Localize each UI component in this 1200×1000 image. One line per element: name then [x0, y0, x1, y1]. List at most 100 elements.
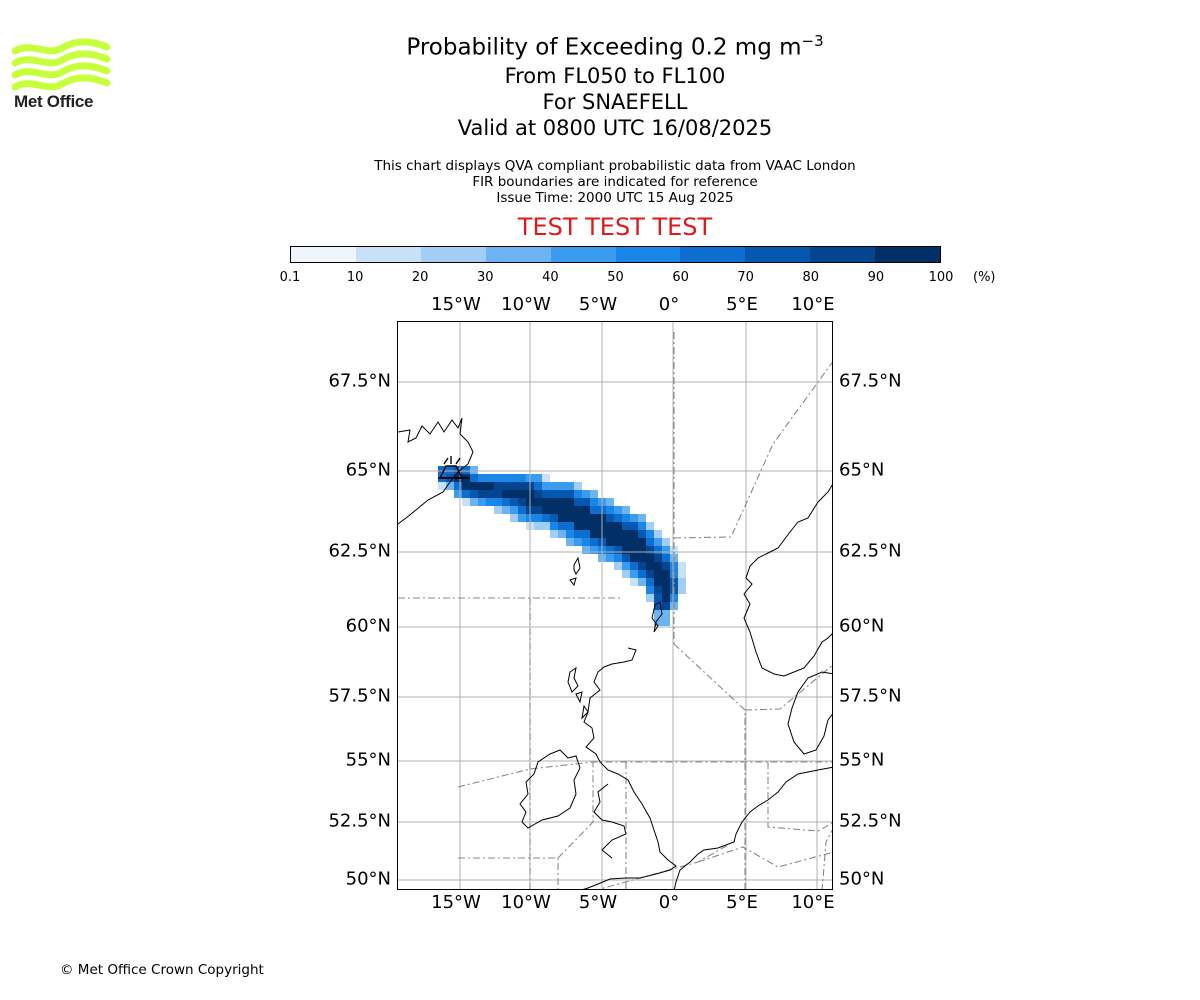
- colorbar-segment: [745, 247, 811, 262]
- colorbar-unit: (%): [973, 270, 996, 285]
- plume-cell: [590, 546, 598, 554]
- plume-cell: [638, 554, 646, 562]
- plume-cell: [654, 602, 662, 610]
- longitude-label-top: 10°W: [501, 294, 551, 315]
- plume-cell: [582, 506, 590, 514]
- plume-cell: [654, 586, 662, 594]
- chart-subtitle: This chart displays QVA compliant probab…: [300, 158, 930, 206]
- plume-cell: [550, 522, 558, 530]
- colorbar-tick-label: 0.1: [279, 270, 301, 285]
- fir-boundary: [697, 846, 832, 868]
- plume-cell: [542, 498, 550, 506]
- plume-cell: [654, 594, 662, 602]
- plume-cell: [646, 586, 654, 594]
- plume-cell: [662, 570, 670, 578]
- plume-cell: [630, 570, 638, 578]
- coastline-faroe: [569, 556, 581, 587]
- longitude-label-bottom: 5°E: [726, 892, 758, 913]
- plume-cell: [646, 546, 654, 554]
- plume-cell: [606, 546, 614, 554]
- volcano-icon: [438, 456, 470, 479]
- plume-cell: [606, 538, 614, 546]
- logo-wave: [12, 62, 111, 79]
- plume-cell: [502, 474, 510, 482]
- plume-cell: [662, 578, 670, 586]
- latitude-label-right: 62.5°N: [839, 540, 902, 562]
- longitude-label-bottom: 10°E: [791, 892, 835, 913]
- plume-cell: [534, 482, 542, 490]
- latitude-label-right: 57.5°N: [839, 685, 902, 707]
- subtitle-line-3: Issue Time: 2000 UTC 15 Aug 2025: [496, 190, 734, 206]
- fir-boundary: [457, 761, 832, 788]
- plume-cell: [550, 506, 558, 514]
- plume-cell: [654, 538, 662, 546]
- plume-cell: [638, 578, 646, 586]
- longitude-label-bottom: 15°W: [431, 892, 481, 913]
- plume-cell: [606, 514, 614, 522]
- colorbar-tick-label: 90: [867, 270, 885, 285]
- fir-boundary: [673, 361, 832, 539]
- plume-cell: [606, 498, 614, 506]
- colorbar-tick-label: 100: [928, 270, 954, 285]
- plume-cell: [574, 490, 582, 498]
- fir-boundary: [744, 664, 832, 711]
- colorbar-tick-label: 20: [411, 270, 429, 285]
- fir-boundary: [458, 857, 559, 889]
- plume-cell: [550, 498, 558, 506]
- plume-cell: [654, 530, 662, 538]
- plume-cell: [566, 522, 574, 530]
- plume-cell: [542, 522, 550, 530]
- plume-cell: [662, 618, 670, 626]
- plume-cell: [566, 498, 574, 506]
- plume-cell: [550, 482, 558, 490]
- plume-cell: [606, 522, 614, 530]
- coastline-continent: [673, 766, 832, 889]
- coastline-hebrides: [567, 666, 589, 720]
- plume-cell: [678, 578, 686, 586]
- plume-cell: [582, 522, 590, 530]
- met-office-logo-text: Met Office: [14, 92, 94, 111]
- colorbar-tick-label: 60: [672, 270, 689, 285]
- plume-cell: [518, 498, 526, 506]
- plume-cell: [566, 490, 574, 498]
- latitude-label-left: 65°N: [345, 459, 391, 481]
- plume-cell: [582, 538, 590, 546]
- plume-cell: [454, 482, 462, 490]
- plume-cell: [622, 506, 630, 514]
- plume-cell: [590, 538, 598, 546]
- plume-cell: [574, 506, 582, 514]
- plume-cell: [590, 506, 598, 514]
- plume-cell: [590, 490, 598, 498]
- plume-cell: [622, 530, 630, 538]
- plume-cell: [654, 578, 662, 586]
- colorbar-tick-label: 70: [737, 270, 754, 285]
- plume-cell: [446, 482, 454, 490]
- longitude-label-top: 15°W: [431, 294, 481, 315]
- plume-cell: [470, 490, 478, 498]
- plume-cell: [558, 522, 566, 530]
- plume-cell: [622, 554, 630, 562]
- plume-cell: [518, 506, 526, 514]
- plume-cell: [646, 538, 654, 546]
- colorbar-tick-label: 50: [607, 270, 624, 285]
- plume-cell: [510, 514, 518, 522]
- longitude-label-top: 10°E: [791, 294, 835, 315]
- plume-cell: [622, 514, 630, 522]
- colorbar-segment: [810, 247, 876, 262]
- title-volcano: For SNAEFELL: [542, 89, 688, 114]
- colorbar-tick-label: 80: [802, 270, 820, 285]
- longitude-label-top: 5°E: [726, 294, 758, 315]
- plume-cell: [614, 506, 622, 514]
- plume-cell: [614, 554, 622, 562]
- plume-cell: [582, 514, 590, 522]
- plume-cell: [638, 538, 646, 546]
- plume-cell: [462, 490, 470, 498]
- plume-cell: [638, 522, 646, 530]
- plume-cell: [654, 562, 662, 570]
- plume-cell: [494, 506, 502, 514]
- colorbar-segment: [485, 247, 551, 262]
- coastline-norway: [743, 484, 832, 677]
- plume-cell: [494, 482, 502, 490]
- plume-cell: [590, 522, 598, 530]
- plume-cell: [630, 562, 638, 570]
